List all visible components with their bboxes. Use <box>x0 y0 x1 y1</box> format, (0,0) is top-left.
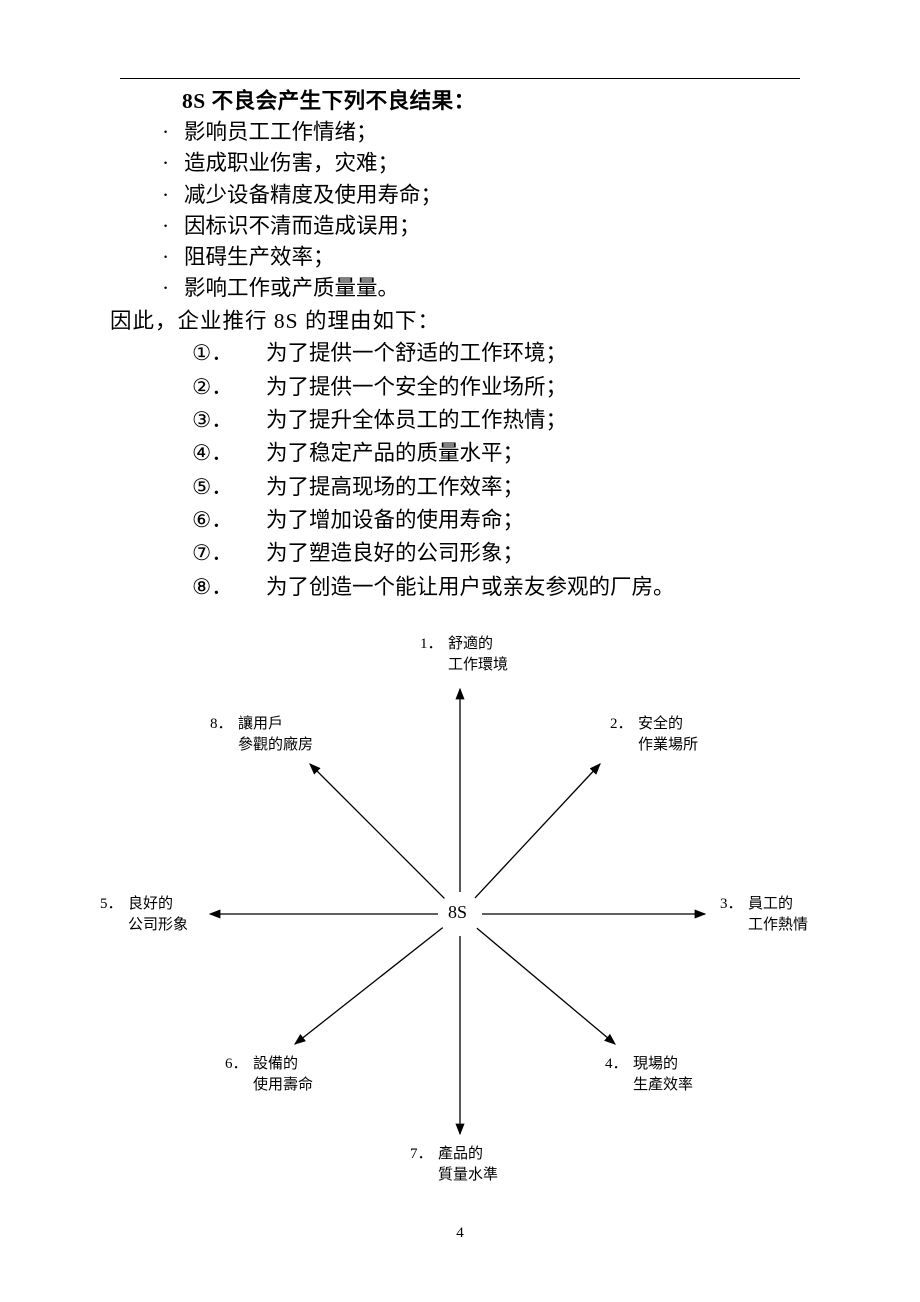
diagram-node-line1: 員工的 <box>748 896 793 912</box>
bullet-text: 影响工作或产质量量。 <box>184 273 399 304</box>
bullet-text: 造成职业伤害，灾难； <box>184 148 399 179</box>
diagram-node-line1: 安全的 <box>638 716 683 732</box>
diagram-node-line1: 設備的 <box>253 1056 298 1072</box>
bullet-list: ·影响员工工作情绪； ·造成职业伤害，灾难； ·减少设备精度及使用寿命； ·因标… <box>158 117 810 304</box>
diagram-node-label: 8．讓用戶參觀的廠房 <box>210 714 313 756</box>
numbered-item: ⑥．为了增加设备的使用寿命； <box>192 504 810 537</box>
bullet-marker: · <box>158 180 184 211</box>
diagram-node-line1: 現場的 <box>633 1056 678 1072</box>
diagram-node-number: 2． <box>610 714 638 735</box>
diagram-node-line2: 使用壽命 <box>253 1075 313 1096</box>
diagram-arrow <box>295 928 443 1044</box>
diagram-node-line1: 產品的 <box>438 1146 483 1162</box>
diagram-arrow <box>475 764 600 898</box>
bullet-item: ·影响员工工作情绪； <box>158 117 810 148</box>
diagram-center-label: 8S <box>448 902 467 923</box>
diagram-node-label: 3．員工的工作熱情 <box>720 894 808 936</box>
numbered-marker: ⑧． <box>192 571 266 604</box>
diagram-node-label: 4．現場的生產效率 <box>605 1054 693 1096</box>
numbered-text: 为了创造一个能让用户或亲友参观的厂房。 <box>266 571 675 604</box>
numbered-marker: ④． <box>192 437 266 470</box>
bullet-text: 影响员工工作情绪； <box>184 117 378 148</box>
top-rule <box>120 78 800 79</box>
numbered-item: ②．为了提供一个安全的作业场所； <box>192 371 810 404</box>
numbered-text: 为了提高现场的工作效率； <box>266 471 524 504</box>
diagram-node-line1: 舒適的 <box>448 636 493 652</box>
numbered-item: ⑧．为了创造一个能让用户或亲友参观的厂房。 <box>192 571 810 604</box>
diagram-node-label: 2．安全的作業場所 <box>610 714 698 756</box>
bullet-item: ·影响工作或产质量量。 <box>158 273 810 304</box>
bullet-marker: · <box>158 211 184 242</box>
bullet-text: 阻碍生产效率； <box>184 242 335 273</box>
numbered-item: ⑦．为了塑造良好的公司形象； <box>192 537 810 570</box>
numbered-item: ③．为了提升全体员工的工作热情； <box>192 404 810 437</box>
diagram-node-line2: 參觀的廠房 <box>238 735 313 756</box>
numbered-marker: ①． <box>192 337 266 370</box>
diagram-node-line2: 生產效率 <box>633 1075 693 1096</box>
radial-diagram: 8S 1．舒適的工作環境 2．安全的作業場所 3．員工的工作熱情 4．現場的生產效率 7．… <box>110 634 810 1194</box>
diagram-node-number: 6． <box>225 1054 253 1075</box>
bullet-marker: · <box>158 148 184 179</box>
diagram-node-label: 5．良好的公司形象 <box>100 894 188 936</box>
numbered-marker: ⑤． <box>192 471 266 504</box>
bullet-item: ·减少设备精度及使用寿命； <box>158 180 810 211</box>
bullet-marker: · <box>158 242 184 273</box>
numbered-marker: ⑦． <box>192 537 266 570</box>
diagram-node-number: 5． <box>100 894 128 915</box>
numbered-text: 为了增加设备的使用寿命； <box>266 504 524 537</box>
diagram-node-line1: 讓用戶 <box>238 716 283 732</box>
diagram-node-line2: 公司形象 <box>128 915 188 936</box>
diagram-node-label: 7．產品的質量水準 <box>410 1144 498 1186</box>
intro-line: 因此，企业推行 8S 的理由如下： <box>110 306 810 337</box>
numbered-text: 为了提升全体员工的工作热情； <box>266 404 567 437</box>
diagram-node-line2: 工作熱情 <box>748 915 808 936</box>
diagram-arrow <box>310 764 444 898</box>
diagram-node-line2: 作業場所 <box>638 735 698 756</box>
section-heading: 8S 不良会产生下列不良结果： <box>182 85 810 117</box>
diagram-node-number: 7． <box>410 1144 438 1165</box>
bullet-item: ·造成职业伤害，灾难； <box>158 148 810 179</box>
diagram-node-label: 6．設備的使用壽命 <box>225 1054 313 1096</box>
diagram-node-number: 8． <box>210 714 238 735</box>
diagram-node-line1: 良好的 <box>128 896 173 912</box>
diagram-node-number: 4． <box>605 1054 633 1075</box>
page-number: 4 <box>0 1225 920 1242</box>
numbered-marker: ②． <box>192 371 266 404</box>
bullet-text: 减少设备精度及使用寿命； <box>184 180 442 211</box>
numbered-item: ①．为了提供一个舒适的工作环境； <box>192 337 810 370</box>
bullet-marker: · <box>158 273 184 304</box>
diagram-node-line2: 質量水準 <box>438 1165 498 1186</box>
diagram-node-number: 3． <box>720 894 748 915</box>
bullet-item: ·因标识不清而造成误用； <box>158 211 810 242</box>
page-content: 8S 不良会产生下列不良结果： ·影响员工工作情绪； ·造成职业伤害，灾难； ·… <box>0 0 920 1194</box>
numbered-text: 为了稳定产品的质量水平； <box>266 437 524 470</box>
numbered-marker: ③． <box>192 404 266 437</box>
numbered-marker: ⑥． <box>192 504 266 537</box>
numbered-text: 为了塑造良好的公司形象； <box>266 537 524 570</box>
diagram-node-label: 1．舒適的工作環境 <box>420 634 508 676</box>
diagram-arrow <box>477 928 615 1044</box>
bullet-marker: · <box>158 117 184 148</box>
bullet-text: 因标识不清而造成误用； <box>184 211 421 242</box>
numbered-item: ⑤．为了提高现场的工作效率； <box>192 471 810 504</box>
bullet-item: ·阻碍生产效率； <box>158 242 810 273</box>
numbered-text: 为了提供一个舒适的工作环境； <box>266 337 567 370</box>
diagram-node-number: 1． <box>420 634 448 655</box>
numbered-text: 为了提供一个安全的作业场所； <box>266 371 567 404</box>
numbered-list: ①．为了提供一个舒适的工作环境； ②．为了提供一个安全的作业场所； ③．为了提升… <box>192 337 810 604</box>
diagram-node-line2: 工作環境 <box>448 655 508 676</box>
numbered-item: ④．为了稳定产品的质量水平； <box>192 437 810 470</box>
